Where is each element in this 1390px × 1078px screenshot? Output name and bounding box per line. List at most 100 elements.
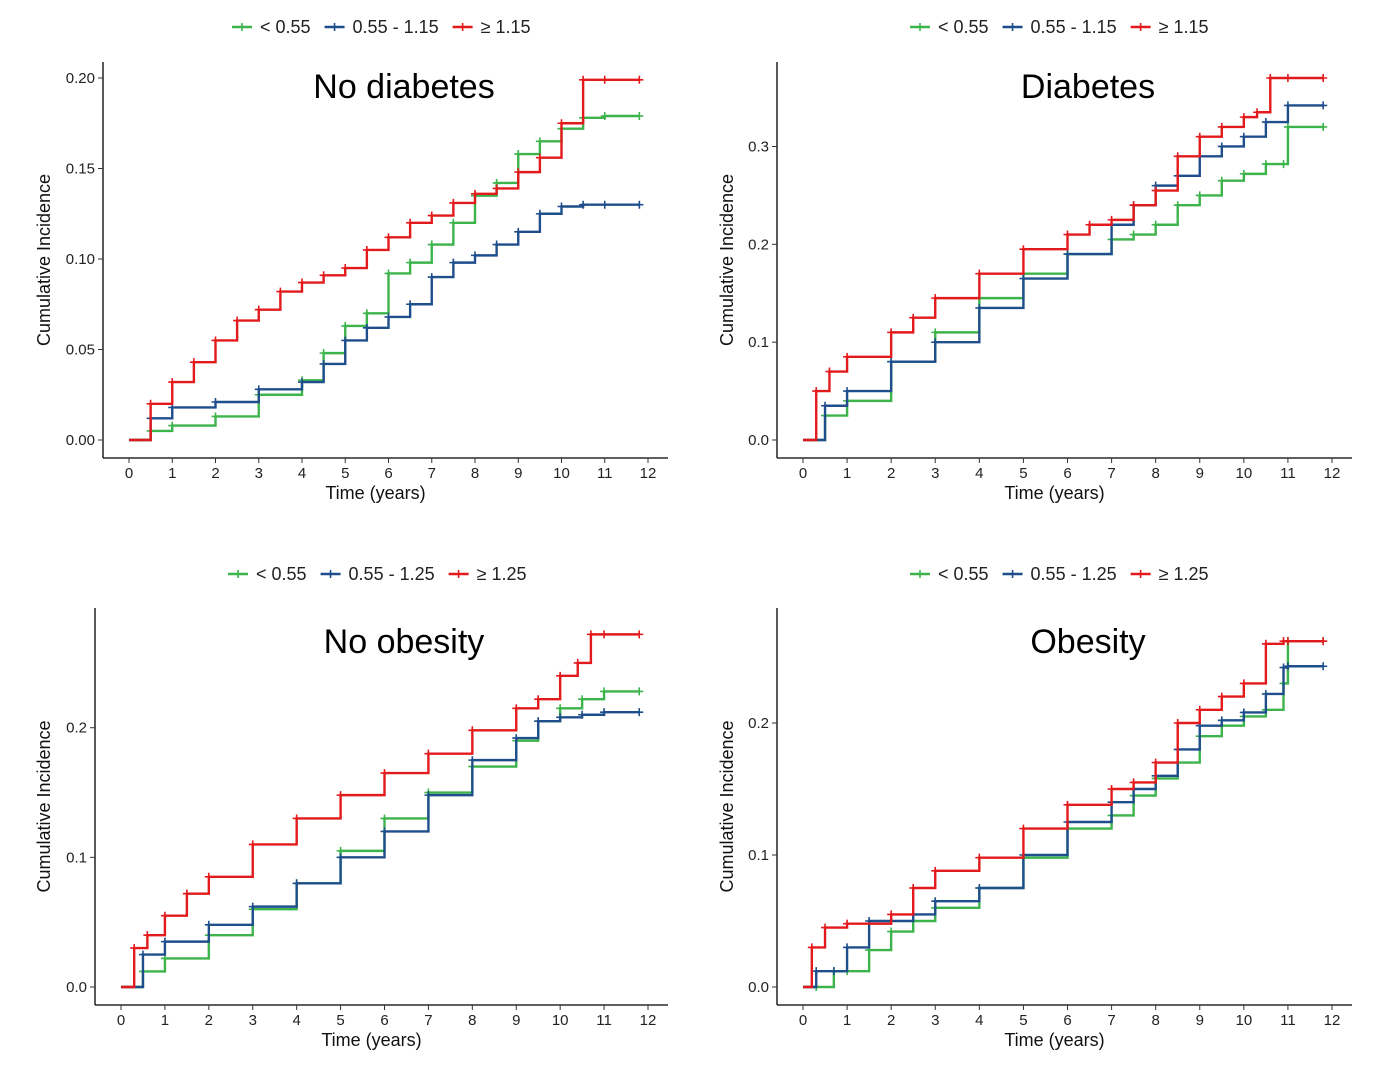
censor-mark xyxy=(600,708,609,717)
censor-mark xyxy=(909,884,918,892)
censor-mark xyxy=(449,198,458,207)
censor-mark xyxy=(1261,118,1270,127)
censor-mark xyxy=(406,258,415,267)
censor-mark xyxy=(362,245,371,254)
x-tick-label: 3 xyxy=(249,1012,257,1029)
censor-mark xyxy=(535,153,544,162)
legend-swatch-plus xyxy=(1008,23,1017,31)
censor-mark xyxy=(211,397,220,406)
x-tick-label: 3 xyxy=(931,465,939,482)
y-tick-label: 0.1 xyxy=(748,847,769,864)
legend-item: 0.55 - 1.25 xyxy=(320,564,435,584)
censor-mark xyxy=(298,378,306,387)
censor-mark xyxy=(248,902,257,911)
x-tick-label: 10 xyxy=(1235,1012,1252,1029)
y-tick-label: 0.15 xyxy=(66,161,95,178)
censor-mark xyxy=(1063,800,1072,809)
legend-swatch-plus xyxy=(326,570,335,578)
y-tick-label: 0.05 xyxy=(66,342,95,359)
x-tick-label: 12 xyxy=(1324,465,1341,482)
x-tick-label: 5 xyxy=(1019,465,1027,482)
x-tick-label: 8 xyxy=(468,1012,476,1029)
y-tick-label: 0.2 xyxy=(748,236,769,253)
censor-mark xyxy=(1239,169,1248,178)
y-tick-label: 0.2 xyxy=(748,715,769,732)
x-tick-label: 1 xyxy=(843,465,851,482)
panel-title: Diabetes xyxy=(1021,68,1155,106)
censor-mark xyxy=(1283,662,1292,671)
censor-mark xyxy=(1279,160,1288,169)
censor-mark xyxy=(319,271,328,280)
censor-mark xyxy=(1107,215,1116,224)
censor-mark xyxy=(211,336,220,345)
legend-label: 0.55 - 1.25 xyxy=(349,564,435,584)
panel-title: No obesity xyxy=(324,623,485,661)
censor-mark xyxy=(380,769,389,778)
censor-mark xyxy=(492,240,501,249)
legend-swatch-plus xyxy=(1008,570,1017,578)
x-tick-label: 8 xyxy=(1151,465,1159,482)
y-tick-label: 0.1 xyxy=(66,849,87,866)
x-tick-label: 10 xyxy=(1235,465,1252,482)
censor-mark xyxy=(1261,689,1270,698)
legend-label: 0.55 - 1.25 xyxy=(1031,564,1117,584)
censor-mark xyxy=(424,749,433,758)
x-tick-label: 7 xyxy=(1107,465,1115,482)
censor-mark xyxy=(931,328,940,337)
censor-mark xyxy=(1261,160,1270,169)
censor-mark xyxy=(556,671,565,680)
legend-label: < 0.55 xyxy=(938,17,989,37)
x-tick-label: 4 xyxy=(292,1012,300,1029)
y-tick-label: 0.1 xyxy=(748,334,769,351)
x-tick-label: 7 xyxy=(424,1012,432,1029)
censor-mark xyxy=(1195,705,1204,714)
censor-mark xyxy=(1151,186,1160,195)
censor-mark xyxy=(600,112,609,121)
legend-item: < 0.55 xyxy=(910,564,989,584)
censor-mark xyxy=(1129,230,1138,239)
x-tick-label: 0 xyxy=(125,465,133,482)
x-tick-label: 5 xyxy=(341,465,349,482)
censor-mark xyxy=(635,708,644,717)
x-tick-label: 10 xyxy=(553,465,570,482)
censor-mark xyxy=(578,710,587,719)
censor-mark xyxy=(427,273,436,282)
x-axis-label: Time (years) xyxy=(1004,1030,1104,1050)
censor-mark xyxy=(1107,785,1116,793)
censor-mark xyxy=(189,358,198,367)
censor-mark xyxy=(514,227,523,236)
x-tick-label: 4 xyxy=(975,465,983,482)
censor-mark xyxy=(254,305,263,314)
legend-swatch-plus xyxy=(916,23,924,31)
y-tick-label: 0.20 xyxy=(66,70,95,87)
censor-mark xyxy=(635,630,644,639)
censor-mark xyxy=(449,218,458,227)
y-tick-label: 0.2 xyxy=(66,720,87,737)
series-line xyxy=(803,639,1324,989)
y-axis-label: Cumulative Incidence xyxy=(34,174,54,346)
censor-mark xyxy=(975,853,984,862)
censor-mark xyxy=(468,726,477,735)
censor-mark xyxy=(843,352,852,361)
censor-mark xyxy=(635,687,644,696)
x-tick-label: 2 xyxy=(211,465,219,482)
censor-mark xyxy=(556,704,565,713)
series-line xyxy=(129,114,640,442)
censor-mark xyxy=(160,937,169,946)
x-tick-label: 12 xyxy=(640,1012,657,1029)
censor-mark xyxy=(556,713,565,722)
censor-mark xyxy=(427,211,436,220)
censor-mark xyxy=(578,695,587,704)
censor-mark xyxy=(380,814,389,823)
censor-mark xyxy=(1129,201,1138,210)
censor-mark xyxy=(557,202,566,211)
censor-mark xyxy=(319,359,328,368)
censor-mark xyxy=(931,866,940,875)
censor-mark xyxy=(600,200,609,209)
censor-mark xyxy=(468,756,477,765)
censor-mark xyxy=(449,258,458,267)
x-tick-label: 7 xyxy=(1107,1012,1115,1029)
censor-mark xyxy=(635,112,644,121)
censor-mark xyxy=(362,323,371,332)
